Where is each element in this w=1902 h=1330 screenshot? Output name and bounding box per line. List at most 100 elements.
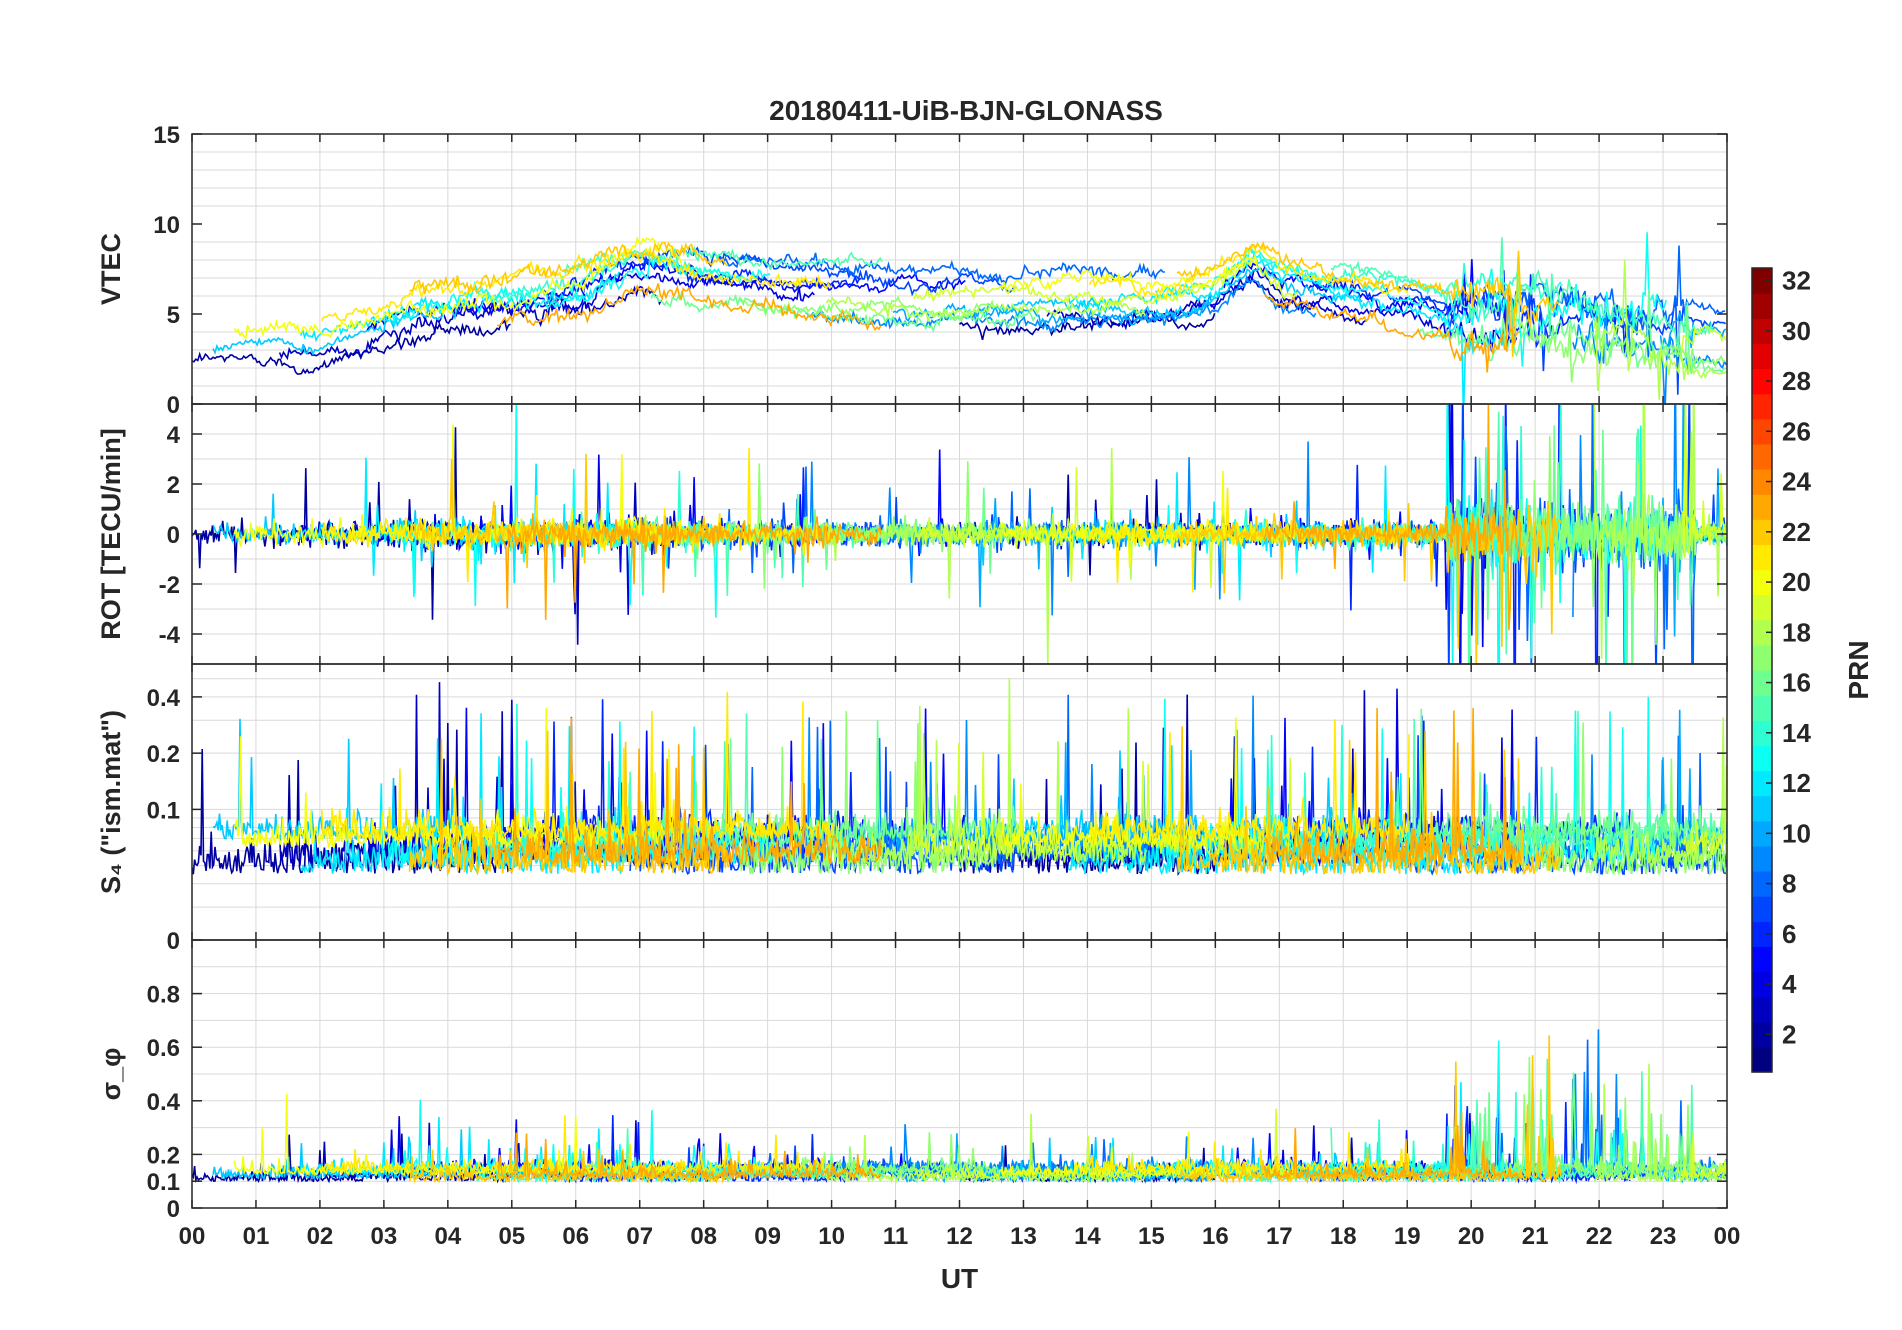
x-tick-label: 20	[1458, 1223, 1485, 1250]
x-tick-label: 14	[1074, 1223, 1101, 1250]
series-prn-17	[738, 1132, 996, 1175]
x-tick-label: 17	[1266, 1223, 1293, 1250]
colorbar-cell	[1752, 871, 1772, 897]
chart-title: 20180411-UiB-BJN-GLONASS	[769, 95, 1163, 126]
colorbar-cell	[1752, 293, 1772, 319]
x-tick-label: 04	[434, 1223, 461, 1250]
series-prn-23	[1263, 1111, 1521, 1182]
x-tick-label: 09	[754, 1223, 781, 1250]
series-prn-23	[496, 283, 882, 332]
series-prn-23	[496, 513, 882, 620]
series-prn-13	[387, 1099, 773, 1175]
series-prn-20	[1000, 1131, 1259, 1178]
series-prn-23	[1264, 288, 1521, 373]
y-tick-label: 10	[153, 212, 180, 239]
series-prn-21	[321, 245, 833, 322]
x-ticks	[191, 664, 1728, 940]
series-prn-18	[825, 448, 1148, 664]
series-prn-9	[805, 274, 1317, 334]
x-tick-label: 22	[1586, 1223, 1613, 1250]
series-prn-19	[1680, 765, 1727, 856]
series-prn-5	[1221, 259, 1479, 320]
series-prn-7	[1396, 284, 1727, 395]
colorbar-cell	[1752, 268, 1772, 294]
y-tick-label: 0.8	[147, 982, 180, 1009]
series-prn-22	[1176, 240, 1560, 358]
y-tick-label: 0	[167, 928, 180, 955]
y-axis-label: VTEC	[96, 233, 126, 305]
colorbar-cell	[1752, 770, 1772, 797]
series-prn-3	[278, 482, 665, 645]
series-prn-8	[717, 252, 1165, 286]
y-axis-label: S₄ ("ism.mat")	[96, 710, 126, 894]
y-tick-label: 0.1	[147, 1169, 180, 1196]
series-prn-19	[1680, 324, 1727, 353]
colorbar-label: PRN	[1843, 640, 1874, 699]
colorbar-cell	[1752, 519, 1772, 545]
colorbar-tick-label: 8	[1782, 869, 1796, 899]
series-prn-17	[738, 461, 996, 589]
series-prn-13	[1155, 696, 1669, 867]
x-tick-label: 15	[1138, 1223, 1165, 1250]
x-tick-label: 01	[243, 1223, 270, 1250]
y-axis-label: ROT [TECU/min]	[96, 428, 126, 639]
y-tick-label: 0.4	[147, 1089, 181, 1116]
series-prn-19	[913, 467, 1299, 589]
series-prn-21	[321, 691, 835, 842]
series-prn-22	[1176, 726, 1562, 876]
x-tick-label: 18	[1330, 1223, 1357, 1250]
y-tick-label: -4	[159, 622, 181, 649]
y-tick-label: 0.2	[147, 1142, 180, 1169]
series-prn-23	[1263, 707, 1522, 867]
series-prn-20	[1001, 253, 1258, 292]
colorbar-box	[1751, 267, 1773, 1073]
colorbar-tick-label: 18	[1782, 617, 1811, 647]
y-tick-label: 2	[167, 472, 180, 499]
colorbar-tick-label: 12	[1782, 768, 1811, 798]
colorbar-cell	[1752, 795, 1772, 822]
series-prn-10	[892, 294, 1213, 328]
series-prn-21	[1088, 242, 1409, 302]
series-prn-23	[496, 717, 882, 867]
colorbar-tick-label: 24	[1782, 467, 1811, 497]
x-tick-label: 23	[1650, 1223, 1677, 1250]
colorbar-cell	[1752, 544, 1772, 571]
series-prn-12	[1067, 250, 1517, 404]
y-tick-label: 0	[167, 1196, 180, 1223]
series-prn-21	[1088, 1132, 1410, 1175]
series-prn-13	[1155, 232, 1667, 367]
panel-4: 00.10.2 0.4 0.6 0.8 σ_φ 00 01 02 03 04 05 06 07 08 09 1…	[96, 939, 1741, 1294]
series-prn-23	[1263, 404, 1522, 631]
colorbar-tick-label: 22	[1782, 517, 1811, 547]
x-ticks	[191, 404, 1728, 664]
colorbar-tick-label: 20	[1782, 567, 1811, 597]
series-prn-21	[321, 448, 835, 583]
series-prn-10	[892, 1133, 1214, 1184]
colorbar-cell	[1752, 695, 1772, 721]
x-tick-label: 12	[946, 1223, 973, 1250]
series-group	[192, 678, 1727, 877]
series-prn-16	[1417, 708, 1727, 841]
colorbar-cell	[1752, 494, 1772, 520]
series-prn-11	[212, 302, 469, 357]
x-tick-label: 21	[1522, 1223, 1549, 1250]
series-prn-22	[408, 730, 730, 877]
series-prn-20	[1000, 470, 1259, 568]
colorbar-cell	[1752, 469, 1772, 495]
colorbar-cell	[1752, 921, 1772, 947]
colorbar-cell	[1752, 1021, 1772, 1048]
colorbar-cell	[1752, 946, 1772, 973]
series-prn-11	[979, 266, 1363, 321]
x-tick-label: 00	[1714, 1223, 1741, 1250]
colorbar-cell	[1752, 619, 1772, 646]
series-prn-17	[1505, 435, 1727, 646]
series-prn-22	[1176, 1035, 1562, 1185]
x-tick-label: 05	[498, 1223, 525, 1250]
x-tick-label: 08	[690, 1223, 717, 1250]
colorbar-tick-label: 2	[1782, 1019, 1796, 1049]
colorbar-cell	[1752, 594, 1772, 621]
y-tick-label: 0.6	[147, 1035, 180, 1062]
